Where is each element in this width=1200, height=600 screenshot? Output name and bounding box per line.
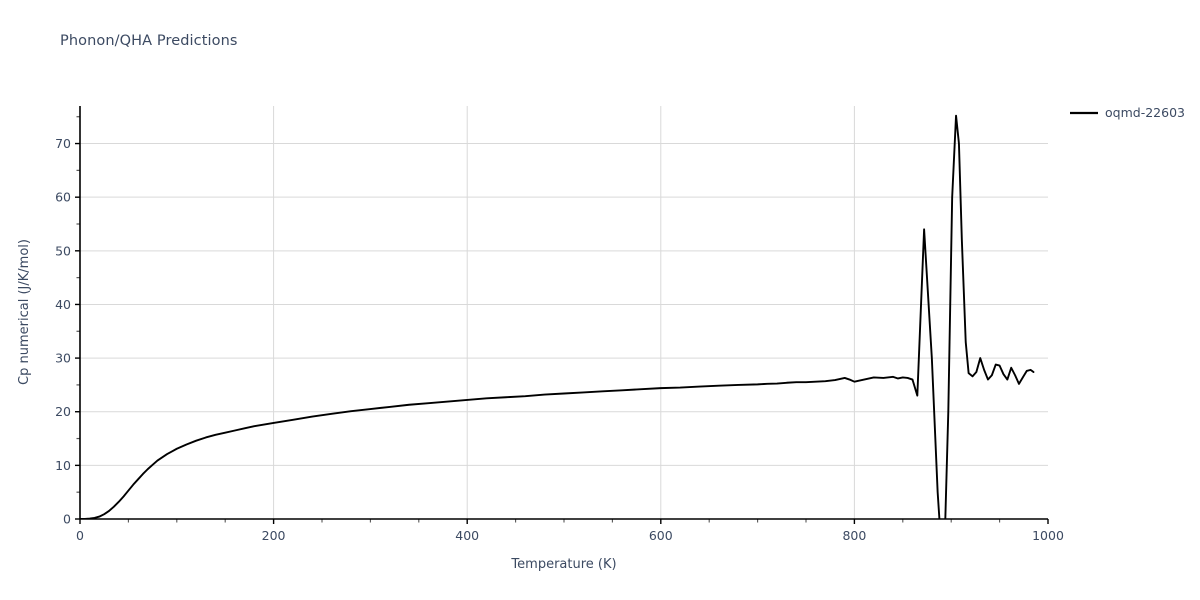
gridlines [80,106,1048,519]
y-tick-label: 20 [55,404,71,419]
y-tick-label: 10 [55,458,71,473]
page-title: Phonon/QHA Predictions [60,33,238,49]
x-axis-ticks: 0 200 400 600 800 1000 [76,519,1064,543]
y-axis-title: Cp numerical (J/K/mol) [17,239,32,385]
x-tick-label: 200 [262,528,286,543]
x-tick-label: 600 [649,528,673,543]
x-tick-label: 1000 [1032,528,1064,543]
x-tick-label: 400 [455,528,479,543]
y-tick-label: 50 [55,243,71,258]
x-tick-label: 0 [76,528,84,543]
y-tick-label: 0 [63,512,71,527]
data-series-line [80,114,1035,519]
y-tick-label: 40 [55,297,71,312]
legend-label-oqmd-22603: oqmd-22603 [1105,105,1185,120]
x-axis-title: Temperature (K) [510,557,616,572]
y-axis-ticks: 0 10 20 30 40 50 60 70 [55,116,80,527]
y-tick-label: 60 [55,190,71,205]
y-tick-label: 30 [55,351,71,366]
x-tick-label: 800 [842,528,866,543]
legend: oqmd-22603 [1070,105,1185,120]
y-tick-label: 70 [55,136,71,151]
